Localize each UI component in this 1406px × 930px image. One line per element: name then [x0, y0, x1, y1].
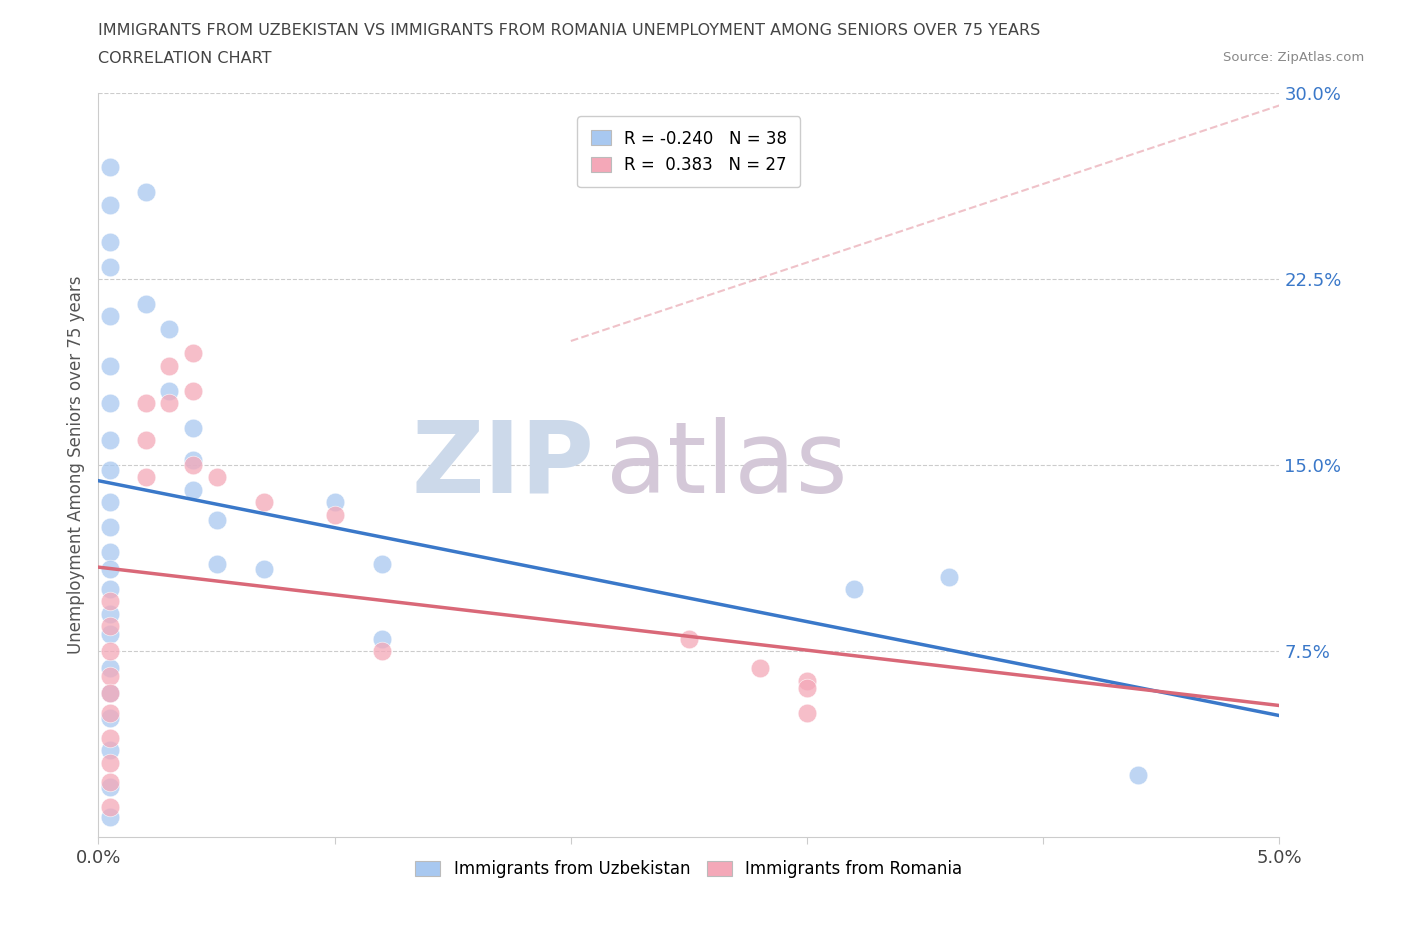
Text: IMMIGRANTS FROM UZBEKISTAN VS IMMIGRANTS FROM ROMANIA UNEMPLOYMENT AMONG SENIORS: IMMIGRANTS FROM UZBEKISTAN VS IMMIGRANTS… — [98, 23, 1040, 38]
Point — [205, 512, 228, 527]
Point — [181, 383, 204, 398]
Point — [98, 669, 121, 684]
Point — [181, 483, 204, 498]
Point — [253, 562, 276, 577]
Point — [938, 569, 960, 584]
Point — [98, 626, 121, 641]
Point — [98, 234, 121, 249]
Point — [98, 800, 121, 815]
Point — [98, 495, 121, 510]
Point — [98, 544, 121, 559]
Y-axis label: Unemployment Among Seniors over 75 years: Unemployment Among Seniors over 75 years — [66, 276, 84, 654]
Point — [205, 557, 228, 572]
Point — [98, 197, 121, 212]
Point — [98, 755, 121, 770]
Point — [1126, 767, 1149, 782]
Point — [98, 160, 121, 175]
Point — [98, 685, 121, 700]
Point — [157, 358, 180, 373]
Point — [98, 685, 121, 700]
Point — [98, 775, 121, 790]
Point — [323, 507, 346, 522]
Point — [98, 706, 121, 721]
Point — [796, 681, 818, 696]
Point — [181, 453, 204, 468]
Point — [157, 321, 180, 336]
Point — [98, 581, 121, 596]
Point — [371, 644, 394, 658]
Point — [98, 259, 121, 274]
Point — [98, 644, 121, 658]
Point — [98, 618, 121, 633]
Point — [157, 383, 180, 398]
Point — [98, 810, 121, 825]
Text: ZIP: ZIP — [412, 417, 595, 513]
Text: Source: ZipAtlas.com: Source: ZipAtlas.com — [1223, 51, 1364, 64]
Point — [98, 432, 121, 447]
Point — [98, 661, 121, 676]
Point — [796, 673, 818, 688]
Point — [98, 594, 121, 609]
Point — [98, 606, 121, 621]
Point — [135, 432, 157, 447]
Point — [748, 661, 770, 676]
Point — [181, 420, 204, 435]
Point — [98, 309, 121, 324]
Point — [135, 185, 157, 200]
Point — [135, 297, 157, 312]
Point — [98, 730, 121, 745]
Point — [796, 706, 818, 721]
Point — [98, 395, 121, 410]
Point — [98, 711, 121, 725]
Point — [371, 557, 394, 572]
Point — [98, 743, 121, 758]
Point — [678, 631, 700, 646]
Text: CORRELATION CHART: CORRELATION CHART — [98, 51, 271, 66]
Point — [181, 346, 204, 361]
Point — [205, 470, 228, 485]
Point — [844, 581, 866, 596]
Point — [98, 780, 121, 795]
Text: atlas: atlas — [606, 417, 848, 513]
Legend: Immigrants from Uzbekistan, Immigrants from Romania: Immigrants from Uzbekistan, Immigrants f… — [409, 853, 969, 884]
Point — [371, 631, 394, 646]
Point — [98, 358, 121, 373]
Point — [98, 462, 121, 477]
Point — [157, 395, 180, 410]
Point — [323, 495, 346, 510]
Point — [98, 562, 121, 577]
Point — [135, 470, 157, 485]
Point — [135, 395, 157, 410]
Point — [98, 520, 121, 535]
Point — [181, 458, 204, 472]
Point — [253, 495, 276, 510]
